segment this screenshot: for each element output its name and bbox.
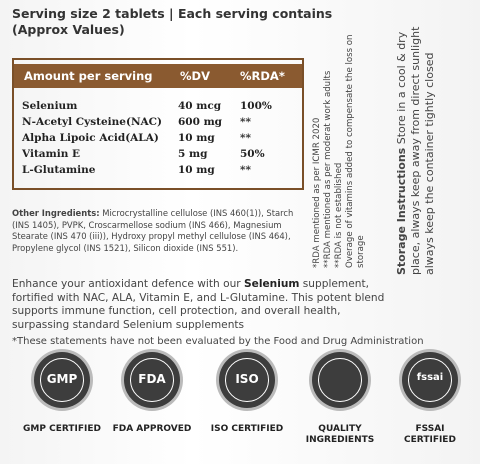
badge-icon — [312, 352, 368, 408]
badge-icon-text: FDA — [138, 372, 166, 386]
badge-label: GMP CERTIFIED — [23, 424, 101, 434]
badge-label: FDA APPROVED — [112, 424, 192, 434]
column-header: Amount per serving — [24, 69, 153, 83]
badge-ring: FDA — [130, 358, 174, 402]
table-cell: Selenium — [22, 100, 78, 112]
storage-instructions: Storage Instructions Store in a cool & d… — [395, 7, 437, 275]
note: Overage of vitamins added to compensate … — [345, 34, 366, 268]
badge-label: QUALITY INGREDIENTS — [305, 424, 375, 445]
description-text: Enhance your antioxidant defence with ou… — [12, 278, 245, 290]
ingredients-text: Microcrystalline cellulose (INS 460(1)),… — [12, 208, 294, 253]
table-cell: 5 mg — [178, 148, 208, 160]
column-header: %RDA* — [240, 69, 285, 83]
disclaimer: *These statements have not been evaluate… — [12, 336, 424, 347]
badge-icon: FDA — [124, 352, 180, 408]
badge-icon: fssai — [402, 352, 458, 408]
ingredients: Other Ingredients: Microcrystalline cell… — [12, 208, 312, 254]
badge-icon: GMP — [34, 352, 90, 408]
note: **RDA mentioned as per moderat work adul… — [323, 70, 333, 268]
subtitle: (Approx Values) — [12, 22, 125, 37]
rda-notes: *RDA mentioned as per ICMR 2020 **RDA me… — [312, 13, 367, 268]
table-cell: Alpha Lipoic Acid(ALA) — [22, 132, 159, 144]
table-cell: ** — [240, 132, 251, 144]
badge-label: FSSAI CERTIFIED — [404, 424, 456, 445]
table-cell: ** — [240, 164, 251, 176]
description-text: supplement, fortified with NAC, ALA, Vit… — [12, 278, 385, 331]
table-cell: 600 mg — [178, 116, 223, 128]
title: Serving size 2 tablets | Each serving co… — [12, 6, 333, 21]
table-cell: 40 mcg — [178, 100, 222, 112]
storage-heading: Storage Instructions — [395, 147, 408, 275]
badge-icon-text: ISO — [235, 372, 259, 386]
table-cell: 10 mg — [178, 164, 215, 176]
column-header: %DV — [180, 69, 210, 83]
note: *RDA mentioned as per ICMR 2020 — [312, 117, 322, 268]
table-cell: N-Acetyl Cysteine(NAC) — [22, 116, 163, 128]
badge-icon-text: fssai — [416, 372, 444, 383]
badge-label: ISO CERTIFIED — [210, 424, 284, 434]
table-cell: 100% — [240, 100, 272, 112]
badge-ring: GMP — [40, 358, 84, 402]
badge-icon-text: GMP — [46, 372, 78, 386]
note: **RDA is not established — [334, 162, 344, 268]
badge-ring: fssai — [408, 358, 452, 402]
table-header: Amount per serving %DV %RDA* — [14, 64, 302, 88]
description: Enhance your antioxidant defence with ou… — [12, 278, 392, 332]
badge-ring: ISO — [225, 358, 269, 402]
table-cell: L-Glutamine — [22, 164, 96, 176]
badge-ring — [318, 358, 362, 402]
table-cell: Vitamin E — [22, 148, 80, 160]
description-bold: Selenium — [244, 278, 300, 290]
table-cell: 10 mg — [178, 132, 215, 144]
ingredients-heading: Other Ingredients: — [12, 208, 100, 218]
table-cell: 50% — [240, 148, 265, 160]
nutrition-table: Amount per serving %DV %RDA* Selenium 40 … — [12, 58, 304, 190]
badge-icon: ISO — [219, 352, 275, 408]
table-cell: ** — [240, 116, 251, 128]
